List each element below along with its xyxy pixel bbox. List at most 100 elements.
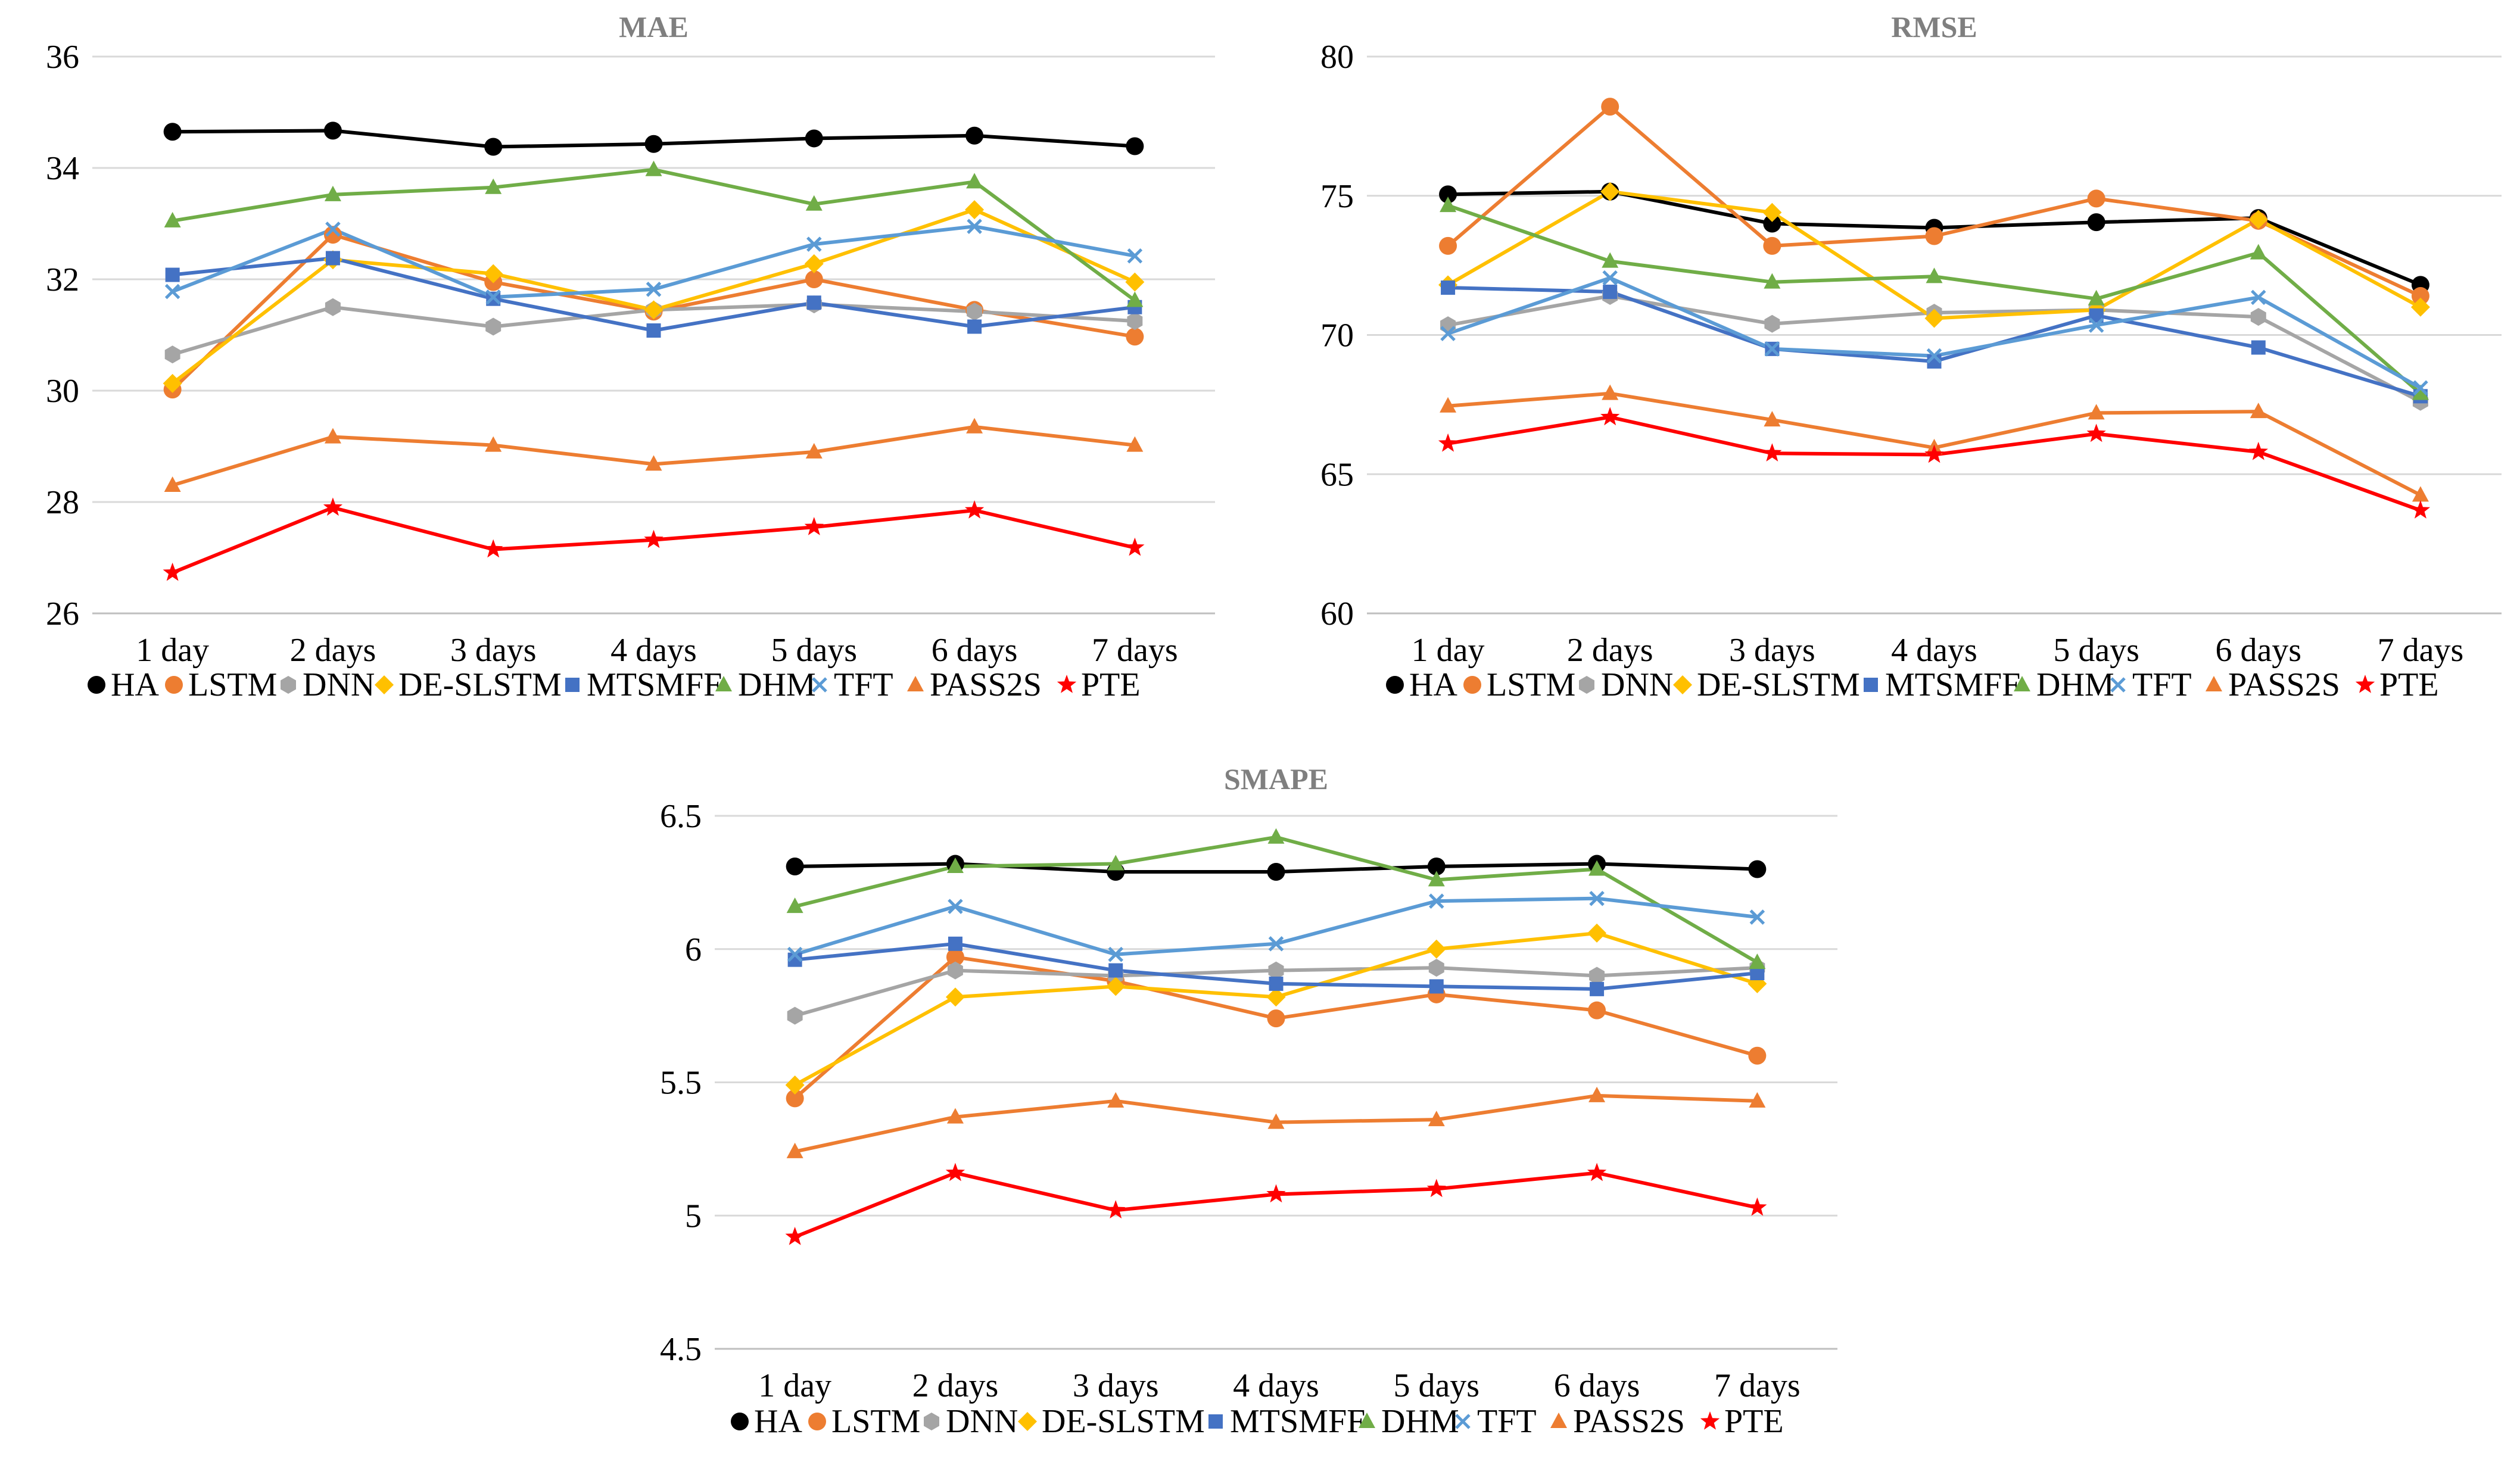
mae-point-ha: [644, 135, 663, 153]
rmse-point-dnn: [1764, 314, 1780, 333]
mae-point-tft: [485, 289, 501, 305]
rmse-point-pte: [2086, 423, 2106, 442]
smape-point-pass2s: [1588, 1086, 1606, 1102]
mae-point-tft: [806, 236, 822, 252]
mae-legend-label-tft: TFT: [834, 666, 893, 703]
mae-point-mtsmff: [806, 295, 821, 310]
mae-point-ha: [965, 126, 984, 145]
rmse-point-tft: [1440, 326, 1456, 341]
smape-point-tft: [787, 946, 803, 962]
rmse-point-de-slstm: [1762, 202, 1782, 222]
rmse-legend-label-lstm: LSTM: [1487, 666, 1575, 703]
mae-point-lstm: [323, 226, 342, 244]
mae-y-tick-label: 34: [46, 150, 79, 187]
smape-point-mtsmff: [1269, 976, 1284, 991]
smape-legend-label-mtsmff: MTSMFF: [1230, 1403, 1365, 1440]
mae-point-pte: [1125, 537, 1145, 556]
rmse-chart: 60 65 70 75 80 1 day 2 days 3 days 4 days 5 days 6…: [1320, 10, 2502, 703]
rmse-title: RMSE: [1891, 10, 1977, 43]
rmse-point-tft: [2413, 380, 2428, 396]
mae-point-pte: [804, 517, 824, 535]
mae-point-de-slstm: [484, 264, 503, 283]
smape-point-pte: [1106, 1200, 1126, 1219]
smape-point-dnn: [787, 1006, 803, 1025]
mae-legend-marker-ha: [88, 676, 105, 694]
smape-legend-marker-mtsmff: [1208, 1414, 1223, 1429]
rmse-point-lstm: [1601, 98, 1619, 116]
mae-y-tick-label: 30: [46, 373, 79, 410]
rmse-y-tick-label: 80: [1320, 39, 1354, 76]
rmse-point-pass2s: [1440, 397, 1457, 413]
rmse-point-lstm: [2411, 287, 2429, 305]
mae-point-pte: [323, 497, 343, 516]
smape-point-lstm: [1588, 1001, 1606, 1020]
rmse-y-tick-label: 75: [1320, 178, 1354, 215]
rmse-point-dnn: [2250, 308, 2266, 326]
smape-y-tick-label: 5: [685, 1198, 702, 1234]
smape-point-ha: [1267, 862, 1285, 881]
smape-legend-marker-dnn: [924, 1413, 939, 1430]
mae-legend-marker-pte: [1057, 675, 1077, 693]
rmse-point-tft: [2088, 317, 2104, 333]
smape-legend-marker-ha: [731, 1413, 749, 1430]
rmse-x-tick-label: 2 days: [1567, 632, 1653, 669]
mae-legend-label-mtsmff: MTSMFF: [587, 666, 722, 703]
rmse-point-tft: [1602, 270, 1618, 286]
rmse-point-dhm: [1926, 267, 1943, 283]
smape-series-line-pte: [794, 1171, 1758, 1239]
smape-y-tick-label: 5.5: [660, 1065, 702, 1102]
smape-point-dnn: [1268, 961, 1284, 980]
smape-point-mtsmff: [1590, 981, 1605, 996]
smape-point-tft: [1108, 946, 1123, 962]
mae-point-tft: [646, 282, 662, 297]
mae-point-ha: [323, 121, 342, 140]
smape-point-dnn: [947, 961, 963, 980]
smape-point-dhm: [946, 858, 964, 874]
smape-point-ha: [786, 858, 804, 876]
rmse-legend-marker-dnn: [1579, 676, 1594, 694]
rmse-point-ha: [2087, 213, 2105, 232]
smape-point-dhm: [1749, 953, 1766, 969]
rmse-point-pass2s: [1764, 411, 1781, 427]
smape-point-dhm: [1107, 855, 1125, 871]
mae-point-lstm: [805, 270, 823, 288]
rmse-legend-label-de-slstm: DE-SLSTM: [1697, 666, 1860, 703]
mae-legend-marker-dnn: [281, 676, 296, 694]
smape-point-pass2s: [786, 1142, 803, 1158]
smape-point-de-slstm: [785, 1075, 805, 1095]
smape-point-pte: [1587, 1162, 1607, 1181]
mae-point-mtsmff: [165, 267, 180, 282]
rmse-point-pass2s: [2250, 403, 2267, 419]
mae-x-tick-label: 1 day: [136, 632, 209, 669]
mae-point-mtsmff: [967, 319, 982, 334]
rmse-legend-marker-pte: [2355, 675, 2375, 693]
mae-point-pass2s: [645, 455, 662, 471]
smape-legend-label-lstm: LSTM: [831, 1403, 920, 1440]
mae-point-dnn: [967, 303, 983, 321]
smape-point-tft: [1589, 890, 1605, 906]
smape-point-dnn: [1589, 967, 1605, 985]
mae-point-de-slstm: [965, 200, 985, 220]
rmse-point-dhm: [1602, 252, 1619, 268]
mae-point-pte: [964, 500, 985, 519]
mae-point-tft: [164, 283, 180, 300]
smape-y-tick-label: 4.5: [660, 1331, 702, 1368]
rmse-point-lstm: [1439, 236, 1457, 255]
mae-legend: HA LSTM DNN DE-SLSTM MTSMFF DHM TFT PASS2S PTE: [88, 666, 1141, 703]
rmse-point-dhm: [2088, 289, 2105, 305]
rmse-series-line-tft: [1447, 276, 2422, 389]
rmse-point-pass2s: [2088, 404, 2105, 420]
smape-point-pte: [1748, 1197, 1767, 1216]
rmse-legend-label-pte: PTE: [2379, 666, 2439, 703]
smape-legend-label-ha: HA: [754, 1403, 802, 1440]
rmse-legend-marker-dhm: [2014, 676, 2030, 691]
rmse-point-tft: [1764, 341, 1780, 357]
mae-y-tick-label: 26: [46, 596, 79, 632]
smape-point-dhm: [1267, 828, 1285, 844]
rmse-point-dhm: [1440, 197, 1457, 213]
smape-legend-marker-de-slstm: [1018, 1412, 1037, 1431]
smape-point-tft: [1749, 909, 1765, 925]
mae-chart: 26 28 30 32 34 36 1 day 2 days 3 days 4 days 5 day…: [46, 10, 1215, 703]
mae-point-dhm: [485, 178, 502, 194]
